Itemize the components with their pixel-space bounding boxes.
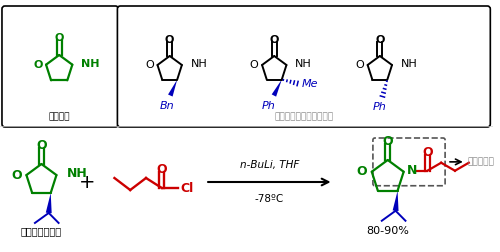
Text: O: O	[36, 139, 46, 152]
Text: O: O	[356, 165, 367, 178]
Polygon shape	[272, 80, 282, 97]
Text: O: O	[422, 146, 432, 159]
Text: 80-90%: 80-90%	[366, 226, 409, 236]
Text: NH: NH	[191, 59, 208, 69]
Text: 噌唑烷酮: 噌唑烷酮	[48, 112, 70, 121]
Text: O: O	[34, 60, 43, 70]
Text: O: O	[375, 35, 384, 45]
Text: O: O	[145, 60, 154, 70]
Text: Cl: Cl	[180, 181, 194, 195]
Text: +: +	[78, 173, 95, 192]
Text: O: O	[54, 33, 64, 43]
Text: O: O	[356, 60, 364, 70]
Text: 酰亚胺结构: 酰亚胺结构	[468, 157, 494, 166]
Text: O: O	[11, 169, 22, 181]
Text: NH: NH	[401, 59, 417, 69]
Text: NH: NH	[68, 167, 88, 180]
Text: Me: Me	[302, 79, 318, 88]
Text: O: O	[165, 35, 174, 45]
Text: O: O	[270, 35, 279, 45]
Text: 可购常用的噌唑烷酮试剂: 可购常用的噌唑烷酮试剂	[274, 112, 334, 121]
Text: -78ºC: -78ºC	[254, 194, 284, 204]
Text: O: O	[156, 163, 167, 176]
Text: Ph: Ph	[262, 101, 276, 111]
Text: 简单的酰化反应: 简单的酰化反应	[21, 226, 62, 236]
Text: Bn: Bn	[160, 101, 174, 111]
Text: Ph: Ph	[372, 102, 386, 112]
Text: NH: NH	[81, 59, 100, 69]
Text: n-BuLi, THF: n-BuLi, THF	[240, 160, 299, 170]
Polygon shape	[168, 80, 177, 97]
FancyBboxPatch shape	[118, 6, 490, 127]
Text: O: O	[382, 135, 393, 148]
Text: NH: NH	[296, 59, 312, 69]
Text: O: O	[250, 60, 258, 70]
Polygon shape	[46, 193, 52, 213]
FancyBboxPatch shape	[2, 6, 118, 127]
Text: N: N	[406, 164, 417, 177]
Polygon shape	[392, 191, 398, 211]
